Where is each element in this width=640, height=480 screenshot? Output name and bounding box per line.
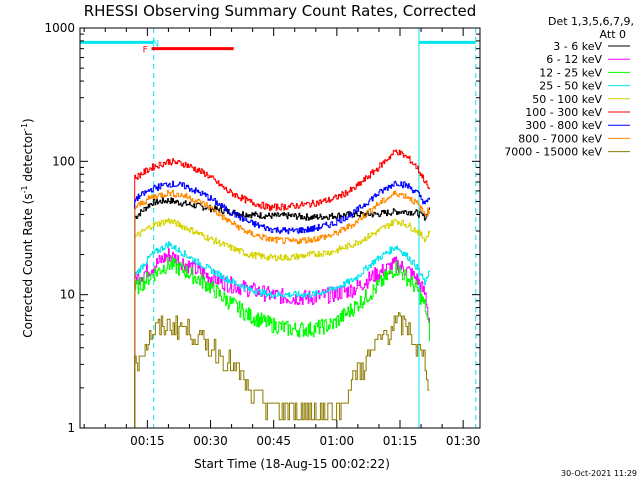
y-tick-label-2: 100 bbox=[52, 154, 75, 168]
chart-title: RHESSI Observing Summary Count Rates, Co… bbox=[84, 2, 477, 20]
legend-header-line-1: Det 1,3,5,6,7,9, bbox=[548, 15, 634, 28]
x-tick-label-3: 01:00 bbox=[320, 434, 355, 448]
legend-label-3: 25 - 50 keV bbox=[539, 80, 602, 93]
legend-label-1: 6 - 12 keV bbox=[546, 53, 602, 66]
x-tick-label-4: 01:15 bbox=[383, 434, 418, 448]
legend-label-5: 100 - 300 keV bbox=[525, 106, 602, 119]
series-line-12-25-kev bbox=[134, 256, 430, 428]
flag-label-N: N bbox=[152, 39, 159, 49]
legend-label-0: 3 - 6 keV bbox=[553, 40, 602, 53]
plot-frame bbox=[79, 27, 481, 429]
y-label-part-2: detector bbox=[21, 131, 35, 186]
y-label-sup-2: -1 bbox=[20, 123, 29, 131]
series-line-100-300-kev bbox=[134, 149, 430, 428]
series-line-25-50-kev bbox=[134, 241, 430, 428]
series-line-6-12-kev bbox=[134, 248, 430, 428]
flag-label-F: F bbox=[143, 46, 148, 56]
x-tick-label-5: 01:30 bbox=[446, 434, 481, 448]
series-line-3-6-kev bbox=[134, 197, 430, 428]
legend-label-6: 300 - 800 keV bbox=[525, 119, 602, 132]
series-line-300-800-kev bbox=[134, 180, 430, 428]
legend-header-line-2: Att 0 bbox=[600, 28, 626, 41]
series-line-800-7000-kev bbox=[134, 189, 430, 428]
y-tick-label-0: 1 bbox=[67, 421, 75, 435]
axis-ticks: 00:15 00:30 00:45 01:00 01:15 01:30 1 10 100 1000 bbox=[44, 21, 480, 448]
x-tick-label-2: 00:45 bbox=[256, 434, 291, 448]
legend-label-4: 50 - 100 keV bbox=[532, 93, 602, 106]
x-tick-label-0: 00:15 bbox=[130, 434, 165, 448]
y-label-sup-1: -1 bbox=[20, 185, 29, 193]
plot-area: FN bbox=[79, 28, 477, 428]
y-tick-label-3: 1000 bbox=[44, 21, 75, 35]
timestamp-footer: 30-Oct-2021 11:29 bbox=[561, 469, 637, 478]
y-axis-label: Corrected Count Rate (s-1 detector-1) bbox=[20, 118, 35, 337]
legend-label-2: 12 - 25 keV bbox=[539, 66, 602, 79]
y-tick-label-1: 10 bbox=[60, 288, 75, 302]
y-label-part-1: Corrected Count Rate (s bbox=[21, 193, 35, 337]
legend-label-8: 7000 - 15000 keV bbox=[504, 146, 602, 159]
x-tick-label-1: 00:30 bbox=[193, 434, 228, 448]
x-axis-label: Start Time (18-Aug-15 00:02:22) bbox=[194, 457, 390, 471]
y-label-part-3: ) bbox=[21, 118, 35, 123]
series-line-50-100-kev bbox=[134, 218, 430, 428]
legend-label-7: 800 - 7000 keV bbox=[518, 132, 602, 145]
series-line-7000-15000-kev bbox=[134, 312, 430, 428]
